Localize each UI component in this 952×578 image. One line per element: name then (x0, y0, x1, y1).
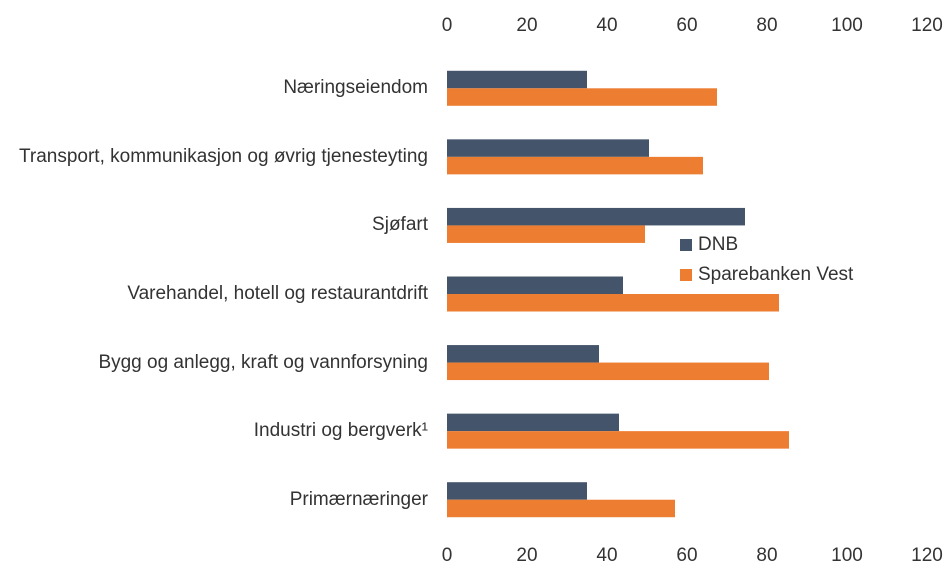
x-tick-label-top: 0 (442, 15, 453, 36)
bar (447, 156, 703, 175)
bar (447, 207, 745, 226)
x-tick-label-top: 60 (676, 15, 697, 36)
x-tick-label-top: 40 (596, 15, 617, 36)
bar (447, 345, 599, 363)
category-label: Varehandel, hotell og restaurantdrift (8, 254, 428, 334)
category-text: Sjøfart (372, 214, 428, 236)
bar (447, 499, 675, 518)
x-tick-label-bottom: 40 (596, 545, 617, 566)
category-label: Bygg og anlegg, kraft og vannforsyning (8, 323, 428, 403)
x-tick-label-top: 100 (831, 15, 863, 36)
legend-label: DNB (698, 234, 738, 255)
x-tick-label-top: 80 (756, 15, 777, 36)
bar (447, 431, 789, 449)
category-text: Bygg og anlegg, kraft og vannforsyning (98, 351, 428, 373)
bar (447, 294, 779, 312)
x-tick-label-bottom: 80 (756, 545, 777, 566)
bar (447, 413, 619, 432)
bar (447, 482, 587, 500)
category-text: Primærnæringer (289, 488, 428, 510)
category-label: Transport, kommunikasjon og øvrig tjenes… (8, 117, 428, 197)
category-text: Næringseiendom (283, 77, 428, 99)
bar (447, 276, 623, 294)
category-label: Næringseiendom (8, 48, 428, 128)
x-tick-label-bottom: 60 (676, 545, 697, 566)
bar (447, 139, 649, 157)
legend-label: Sparebanken Vest (698, 264, 854, 285)
bar (447, 362, 769, 381)
x-tick-label-bottom: 0 (442, 545, 453, 566)
category-label: Sjøfart (8, 185, 428, 265)
category-label: Primærnæringer (8, 460, 428, 540)
x-tick-label-top: 120 (911, 15, 943, 36)
bar (447, 70, 587, 89)
legend-swatch (680, 269, 692, 281)
bar (447, 88, 717, 106)
category-text: Transport, kommunikasjon og øvrig tjenes… (18, 145, 428, 167)
x-tick-label-top: 20 (516, 15, 537, 36)
x-tick-label-bottom: 120 (911, 545, 943, 566)
category-text: Industri og bergverk¹ (253, 420, 428, 442)
x-tick-label-bottom: 20 (516, 545, 537, 566)
legend-swatch (680, 239, 692, 251)
category-label: Industri og bergverk¹ (8, 391, 428, 471)
x-tick-label-bottom: 100 (831, 545, 863, 566)
category-text: Varehandel, hotell og restaurantdrift (127, 283, 428, 304)
bar (447, 225, 645, 243)
